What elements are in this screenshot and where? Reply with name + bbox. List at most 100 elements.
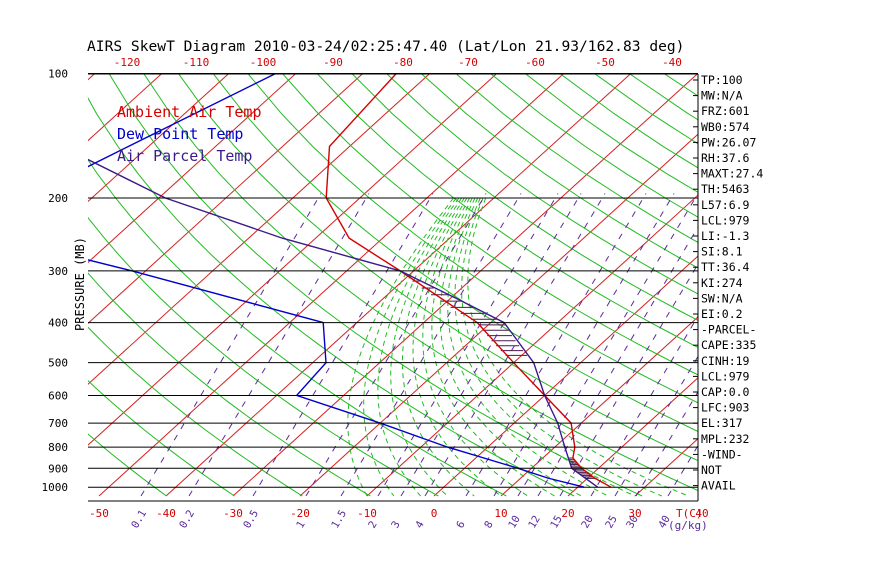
pressure-tick-label: 1000 [42,481,69,494]
mixing-ratio-tick-label: 1 [294,519,308,530]
mixing-ratio-unit-label: (g/kg) [668,519,708,532]
top-temp-tick-label: -120 [114,56,141,69]
index-label: AVAIL [701,479,736,493]
moist-adiabat-line [378,198,459,496]
index-label: SW:N/A [701,291,743,305]
index-label: TP:100 [701,73,743,87]
isotherm-line [233,74,698,497]
top-temp-tick-label: -50 [595,56,615,69]
top-temp-tick-label: -90 [323,56,343,69]
index-label: CAPE:335 [701,338,756,352]
index-label: EI:0.2 [701,307,743,321]
index-label: MAXT:27.4 [701,167,763,181]
dew-point-temp-line [1,74,585,488]
pressure-tick-label: 500 [48,357,68,370]
dry-adiabat-line [768,74,870,497]
mixing-ratio-tick-label: 10 [506,514,523,531]
legend: Ambient Air Temp Dew Point Temp Air Parcel… [117,103,262,165]
mixing-ratio-tick-label: 6 [454,519,468,530]
pressure-tick-label: 400 [48,317,68,330]
index-label: NOT [701,463,722,477]
legend-item: Ambient Air Temp [117,103,262,121]
index-label: LCL:979 [701,369,750,383]
y-axis-label: PRESSURE (MB) [73,237,87,331]
legend-item: Dew Point Temp [117,125,243,143]
isotherm-line [501,74,870,497]
dry-adiabat-line [837,74,870,497]
mixing-ratio-tick-label: 20 [579,514,596,531]
mixing-ratio-line [518,194,698,497]
index-label: TH:5463 [701,182,750,196]
legend-item: Air Parcel Temp [117,147,252,165]
index-label: PW:26.07 [701,135,756,149]
bottom-temp-tick-label: 0 [431,507,438,520]
index-label: KI:274 [701,276,743,290]
bottom-temp-tick-label: -10 [357,507,377,520]
mixing-ratio-tick-label: 1.5 [329,508,349,530]
mixing-ratio-line [401,194,581,497]
bottom-temp-tick-label: -50 [89,507,109,520]
index-label: MW:N/A [701,89,743,103]
index-label: LFC:903 [701,401,750,415]
mixing-ratio-tick-label: 0.2 [177,508,197,530]
mixing-ratio-tick-label: 3 [389,519,403,530]
mixing-ratio-tick-label: 2 [366,519,380,530]
index-label: LCL:979 [701,213,750,227]
ambient-air-temp-line [326,74,611,488]
top-temp-tick-label: -80 [393,56,413,69]
dry-adiabat-line [282,74,870,497]
pressure-tick-label: 200 [48,192,68,205]
pressure-tick-label: 100 [48,68,68,81]
mixing-ratio-line [538,194,718,497]
index-label: RH:37.6 [701,151,750,165]
index-label: FRZ:601 [701,104,750,118]
top-temp-tick-label: -70 [458,56,478,69]
mixing-ratio-tick-label: 0.1 [129,508,149,530]
bottom-temp-tick-label: 20 [561,507,574,520]
pressure-tick-label: 900 [48,462,68,475]
mixing-ratio-line [141,194,321,497]
index-label: L57:6.9 [701,198,750,212]
data-layer [1,74,611,488]
pressure-tick-label: 300 [48,265,68,278]
index-label: LI:-1.3 [701,229,750,243]
isotherm-line [836,74,870,497]
mixing-ratio-line [378,194,558,497]
top-temp-tick-label: -110 [183,56,210,69]
dry-adiabat-line [421,74,870,497]
chart-title: AIRS SkewT Diagram 2010-03-24/02:25:47.4… [87,38,684,55]
dry-adiabat-line [456,74,870,497]
top-temp-tick-label: -60 [525,56,545,69]
bottom-temp-tick-label: -40 [156,507,176,520]
mixing-ratio-tick-label: 12 [526,514,543,531]
top-temp-tick-label: -40 [662,56,682,69]
mixing-ratio-line [253,194,433,497]
top-temp-tick-label: -100 [250,56,277,69]
isotherm-line [0,74,28,497]
index-label: -PARCEL- [701,323,756,337]
index-label: TT:36.4 [701,260,750,274]
index-label: CAP:0.0 [701,385,750,399]
mixing-ratio-tick-label: 0.5 [241,508,261,530]
index-label: EL:317 [701,416,743,430]
index-label: SI:8.1 [701,245,743,259]
mixing-ratio-tick-label: 25 [603,514,620,531]
moist-adiabat-line [348,198,454,496]
index-label: WB0:574 [701,120,750,134]
dry-adiabat-line [803,74,870,497]
pressure-tick-label: 700 [48,417,68,430]
index-label: -WIND- [701,447,743,461]
index-label: CINH:19 [701,354,750,368]
isotherm-line [300,74,765,497]
mixing-ratio-tick-label: 8 [482,519,496,530]
bottom-temp-tick-label: -20 [290,507,310,520]
pressure-tick-label: 800 [48,441,68,454]
bottom-temp-tick-label: 10 [494,507,507,520]
bottom-temp-tick-label: -30 [223,507,243,520]
isotherm-line [434,74,870,497]
bottom-temp-tick-label: 30 [628,507,641,520]
index-label: MPL:232 [701,432,749,446]
